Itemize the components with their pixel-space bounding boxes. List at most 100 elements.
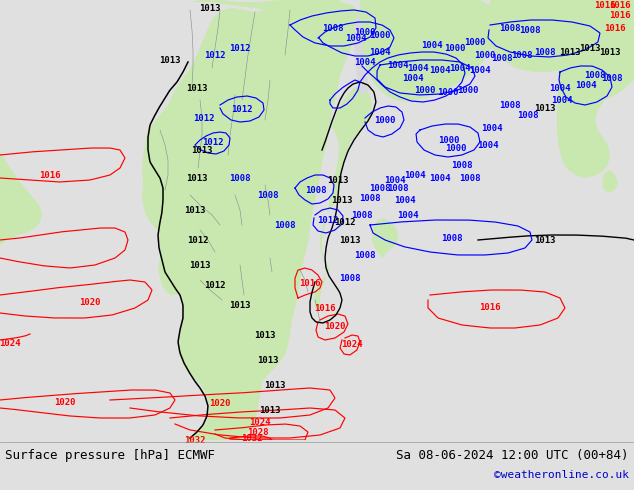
Polygon shape [142,0,360,440]
Text: 1000: 1000 [457,85,479,95]
Text: 1013: 1013 [331,196,353,204]
Text: 1008: 1008 [230,173,251,182]
Text: 1012: 1012 [202,138,224,147]
Text: 1013: 1013 [199,3,221,13]
Text: 1004: 1004 [394,196,416,204]
Text: 1008: 1008 [339,273,361,283]
Text: 1000: 1000 [474,50,496,59]
Text: 1008: 1008 [585,71,605,79]
Text: 1008: 1008 [451,161,473,170]
Text: 1004: 1004 [477,141,499,149]
Polygon shape [142,160,185,295]
Text: 1024: 1024 [0,339,21,347]
Text: 1013: 1013 [327,175,349,185]
Text: 1008: 1008 [275,220,295,229]
Text: 1012: 1012 [187,236,209,245]
Text: 1032: 1032 [184,436,206,444]
Text: 1008: 1008 [351,211,373,220]
Text: 1012: 1012 [230,44,251,52]
Text: 1013: 1013 [599,48,621,56]
Text: Surface pressure [hPa] ECMWF: Surface pressure [hPa] ECMWF [5,448,215,462]
Text: 1004: 1004 [387,60,409,70]
Polygon shape [488,0,634,72]
Text: ©weatheronline.co.uk: ©weatheronline.co.uk [494,470,629,480]
Text: 1008: 1008 [369,183,391,193]
Text: 1004: 1004 [346,33,366,43]
Text: 1000: 1000 [464,38,486,47]
Text: 1020: 1020 [55,397,75,407]
Polygon shape [557,0,634,178]
Text: 1004: 1004 [354,57,376,67]
Text: 1008: 1008 [322,24,344,32]
Text: 1000: 1000 [444,44,466,52]
Text: 1016: 1016 [609,10,631,20]
Text: 1000: 1000 [374,116,396,124]
Text: 1013: 1013 [186,83,208,93]
Text: 1032: 1032 [242,434,262,442]
Polygon shape [354,12,372,95]
Text: 1024: 1024 [249,417,271,426]
Text: 1016: 1016 [479,302,501,312]
Text: Sa 08-06-2024 12:00 UTC (00+84): Sa 08-06-2024 12:00 UTC (00+84) [396,448,629,462]
Text: 1004: 1004 [575,80,597,90]
Text: 1008: 1008 [459,173,481,182]
Text: 1016: 1016 [314,303,336,313]
Text: 1013: 1013 [264,381,286,390]
Text: 1013: 1013 [184,205,206,215]
Text: 1004: 1004 [429,66,451,74]
Text: 1000: 1000 [369,30,391,40]
Text: 1012: 1012 [231,104,253,114]
Text: 1013: 1013 [186,173,208,182]
Text: 1004: 1004 [407,64,429,73]
Polygon shape [602,170,618,193]
Text: 1028: 1028 [247,427,269,437]
Text: 1004: 1004 [421,41,443,49]
Text: 1013: 1013 [579,44,601,52]
Text: 1013: 1013 [191,146,213,154]
Text: 1012: 1012 [334,218,356,226]
Text: 1008: 1008 [491,53,513,63]
Text: 1004: 1004 [404,171,426,179]
Text: 1013: 1013 [534,236,556,245]
Text: 1008: 1008 [499,24,521,32]
Text: 1004: 1004 [551,96,573,104]
Text: 1008: 1008 [359,194,381,202]
Text: 1016: 1016 [594,0,616,9]
Text: 1000: 1000 [414,85,436,95]
Text: 1008: 1008 [511,50,533,59]
Text: 1008: 1008 [534,48,556,56]
Text: 1020: 1020 [209,398,231,408]
Text: 1024: 1024 [341,340,363,348]
Polygon shape [0,152,42,250]
Text: 1004: 1004 [429,173,451,182]
Text: 1008: 1008 [519,25,541,34]
Text: 1004: 1004 [402,74,424,82]
Polygon shape [314,85,372,312]
Text: 1008: 1008 [354,250,376,260]
Text: 1004: 1004 [450,64,471,73]
Text: 1004: 1004 [384,175,406,185]
Text: 1008: 1008 [387,183,409,193]
Text: 1004: 1004 [469,66,491,74]
Text: 1013: 1013 [257,356,279,365]
Text: 1020: 1020 [79,297,101,307]
Text: 1013: 1013 [190,261,210,270]
Text: 1016: 1016 [604,24,626,32]
Text: 1013: 1013 [259,406,281,415]
Polygon shape [372,218,398,258]
Text: 1013: 1013 [559,48,581,56]
Text: 1016: 1016 [39,171,61,179]
Text: 1008: 1008 [499,100,521,109]
Text: 1000: 1000 [437,88,459,97]
Text: 1008: 1008 [601,74,623,82]
Text: 1008: 1008 [517,111,539,120]
Text: 1008: 1008 [257,191,279,199]
Text: 1016: 1016 [609,0,631,9]
Text: 1012: 1012 [193,114,215,122]
Text: 1008: 1008 [305,186,327,195]
Text: 1000: 1000 [354,27,376,36]
Polygon shape [148,0,360,440]
Text: 1013: 1013 [254,330,276,340]
Text: 1013: 1013 [534,103,556,113]
Text: 1004: 1004 [398,211,418,220]
